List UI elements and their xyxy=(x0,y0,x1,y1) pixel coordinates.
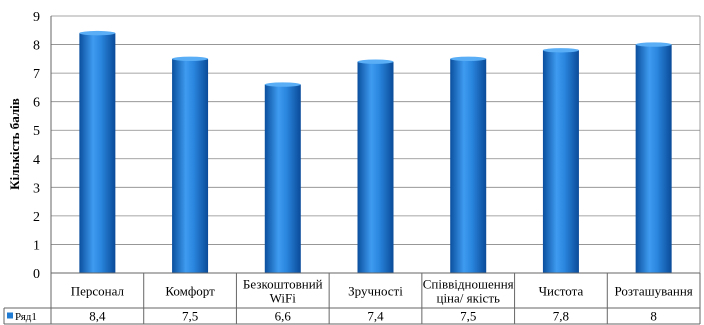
y-tick-label: 4 xyxy=(33,153,40,168)
legend-series-name: Ряд1 xyxy=(15,311,37,323)
x-tick-label: Співвідношення xyxy=(423,277,514,292)
bar xyxy=(542,48,579,274)
x-tick-label: Комфорт xyxy=(165,284,215,299)
bar xyxy=(172,56,209,274)
data-label: 7,4 xyxy=(367,309,384,324)
bar-top xyxy=(542,48,579,53)
x-tick-label: Розташування xyxy=(614,284,692,299)
data-label: 8,4 xyxy=(89,309,106,324)
data-label: 7,8 xyxy=(553,309,569,324)
bar-top xyxy=(357,59,394,64)
y-axis-ticks: 0 1 2 3 4 5 6 7 8 9 xyxy=(33,10,40,282)
bar-body xyxy=(450,58,487,274)
bar-body xyxy=(542,50,579,274)
data-label: 7,5 xyxy=(460,309,476,324)
y-tick-label: 3 xyxy=(33,181,40,196)
bar-body xyxy=(357,61,394,273)
y-tick-label: 5 xyxy=(33,124,40,139)
x-tick-label: Зручності xyxy=(348,284,403,299)
bar-top xyxy=(172,56,209,62)
x-tick-label: Персонал xyxy=(71,284,125,299)
data-label: 6,6 xyxy=(275,309,292,324)
data-label: 7,5 xyxy=(182,309,198,324)
bar-top xyxy=(79,30,116,36)
bar xyxy=(635,42,672,273)
bar-top xyxy=(635,42,672,47)
bar-body xyxy=(172,58,209,274)
y-tick-label: 2 xyxy=(33,210,40,225)
y-tick-label: 9 xyxy=(33,10,40,25)
x-tick-label: Чистота xyxy=(539,284,584,299)
bar xyxy=(450,56,487,274)
x-tick-label: Безкоштовний xyxy=(243,277,323,292)
data-label: 8 xyxy=(650,309,657,324)
x-tick-label: ціна/ якість xyxy=(436,291,500,306)
bar xyxy=(79,30,116,274)
bar-body xyxy=(264,84,301,274)
y-axis-label: Кількість балів xyxy=(7,98,22,190)
x-tick-label: WiFi xyxy=(270,291,297,306)
y-tick-label: 7 xyxy=(33,67,40,82)
bar-top xyxy=(450,56,487,62)
bar-top xyxy=(264,82,301,87)
bar xyxy=(264,82,301,274)
y-tick-label: 0 xyxy=(33,267,40,282)
y-tick-label: 8 xyxy=(33,39,40,54)
bar-body xyxy=(635,44,672,273)
bar xyxy=(357,59,394,273)
y-tick-label: 1 xyxy=(33,238,40,253)
y-tick-label: 6 xyxy=(33,96,40,111)
bar-body xyxy=(79,33,116,274)
bars xyxy=(79,30,672,274)
legend-key xyxy=(7,312,13,319)
